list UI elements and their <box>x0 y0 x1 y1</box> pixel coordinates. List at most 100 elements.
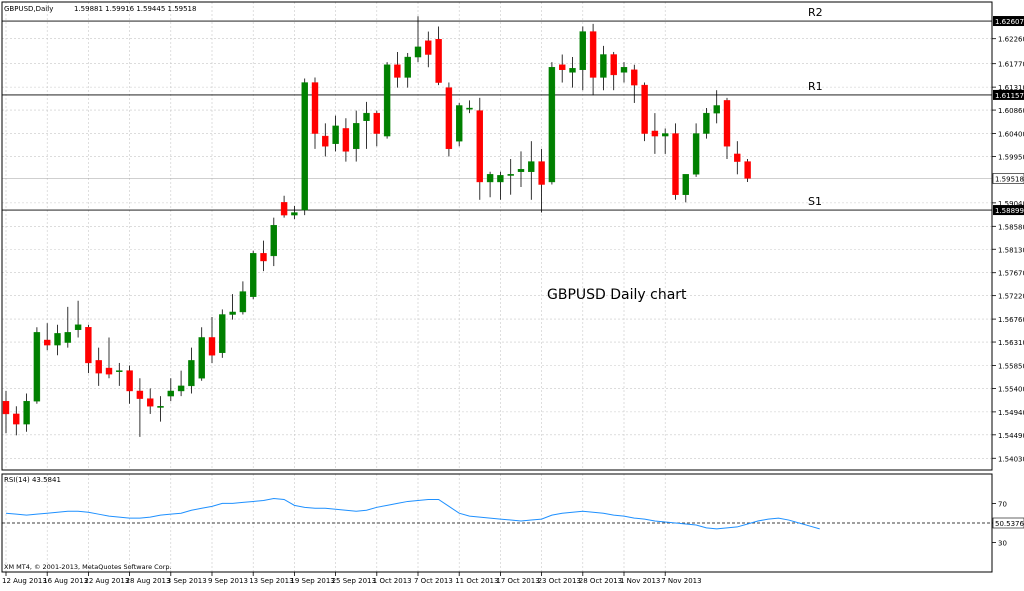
candle-body <box>394 64 401 78</box>
current-price-box <box>992 173 1024 184</box>
candle-body <box>589 31 597 78</box>
level-name-s1: S1 <box>808 195 822 208</box>
price-tick-label: 1.62260 <box>998 36 1024 44</box>
candle-body <box>219 314 226 353</box>
candle-body <box>734 153 741 162</box>
time-tick-label: 12 Aug 2013 <box>2 577 47 585</box>
level-name-r1: R1 <box>808 80 823 93</box>
price-tick-label: 1.59950 <box>998 153 1024 161</box>
time-tick-label: 7 Oct 2013 <box>414 577 453 585</box>
time-tick-label: 22 Aug 2013 <box>84 577 129 585</box>
candle-body <box>157 406 164 408</box>
candle-body <box>672 133 679 195</box>
candle-body <box>44 339 51 346</box>
candle-body <box>270 225 277 257</box>
candle-body <box>301 82 308 211</box>
candle-body <box>239 291 247 313</box>
candle-body <box>136 390 144 399</box>
price-tick-label: 1.54490 <box>998 432 1024 440</box>
candle-body <box>744 161 751 179</box>
candle-body <box>116 370 123 372</box>
level-name-r2: R2 <box>808 6 823 19</box>
time-tick-label: 11 Oct 2013 <box>455 577 498 585</box>
price-tick-label: 1.60860 <box>998 107 1024 115</box>
candle-body <box>13 413 20 425</box>
candle-body <box>229 311 236 315</box>
candle-body <box>445 87 453 150</box>
level-price-box <box>993 89 1024 100</box>
price-tick-label: 1.56760 <box>998 316 1024 324</box>
candle-body <box>620 67 628 73</box>
candle-body <box>517 169 525 172</box>
candle-body <box>2 400 10 415</box>
candle-body <box>249 253 257 297</box>
time-tick-label: 1 Oct 2013 <box>373 577 412 585</box>
candle-body <box>280 202 288 216</box>
candle-body <box>383 64 391 137</box>
price-tick-label: 1.60400 <box>998 131 1024 139</box>
rsi-level-label: 30 <box>998 540 1007 548</box>
price-tick-label: 1.54940 <box>998 409 1024 417</box>
price-tick-label: 1.55850 <box>998 362 1024 370</box>
time-tick-label: 23 Oct 2013 <box>538 577 581 585</box>
candle-body <box>486 174 494 183</box>
candle-body <box>260 253 267 262</box>
candle-body <box>692 133 700 175</box>
candle-body <box>74 324 82 331</box>
rsi-line <box>5 497 820 530</box>
price-tick-label: 1.57670 <box>998 270 1024 278</box>
price-tick-label: 1.61310 <box>998 84 1024 92</box>
time-tick-label: 16 Aug 2013 <box>43 577 88 585</box>
candle-body <box>538 161 545 185</box>
candle-body <box>311 82 319 134</box>
level-price-label: 1.62607 <box>995 18 1024 26</box>
time-tick-label: 9 Sep 2013 <box>208 577 248 585</box>
rsi-level-label: 70 <box>998 500 1007 508</box>
candle-body <box>105 367 113 375</box>
candle-body <box>559 64 566 71</box>
candle-body <box>167 390 175 397</box>
candle-body <box>54 333 61 346</box>
candle-body <box>33 332 41 402</box>
time-tick-label: 1 Nov 2013 <box>620 577 660 585</box>
candle-body <box>126 370 133 392</box>
candle-body <box>713 105 720 114</box>
candle-body <box>476 110 483 183</box>
candle-body <box>177 385 185 392</box>
candle-body <box>425 40 432 55</box>
time-tick-label: 13 Sep 2013 <box>249 577 293 585</box>
candle-body <box>95 360 102 374</box>
time-tick-label: 17 Oct 2013 <box>496 577 539 585</box>
candle-body <box>682 174 689 195</box>
main-frame <box>1 1 993 471</box>
candle-body <box>528 161 535 172</box>
price-tick-label: 1.59040 <box>998 200 1024 208</box>
candle-body <box>373 112 380 134</box>
candle-body <box>198 337 205 379</box>
price-tick-label: 1.54030 <box>998 455 1024 463</box>
candle-body <box>414 46 422 58</box>
level-price-box <box>993 205 1024 216</box>
candle-body <box>631 69 638 86</box>
price-tick-label: 1.58580 <box>998 223 1024 231</box>
chart-annotation: GBPUSD Daily chart <box>547 287 687 303</box>
candle-body <box>322 135 329 147</box>
candle-body <box>404 56 411 78</box>
candle-body <box>641 84 648 134</box>
copyright-text: XM MT4, © 2001-2013, MetaQuotes Software… <box>4 563 172 571</box>
rsi-frame <box>1 473 993 573</box>
current-price-label: 1.59518 <box>995 175 1024 183</box>
level-price-label: 1.58899 <box>995 207 1024 215</box>
rsi-title: RSI(14) 43.5841 <box>4 476 61 484</box>
candles <box>2 16 751 437</box>
candle-body <box>188 360 195 387</box>
candle-body <box>363 112 370 121</box>
candle-body <box>353 123 360 150</box>
price-tick-label: 1.55400 <box>998 385 1024 393</box>
candle-body <box>569 68 576 73</box>
price-tick-label: 1.56310 <box>998 339 1024 347</box>
chart-header-ohlc: 1.59881 1.59916 1.59445 1.59518 <box>74 5 196 13</box>
rsi-current-box <box>992 517 1024 529</box>
